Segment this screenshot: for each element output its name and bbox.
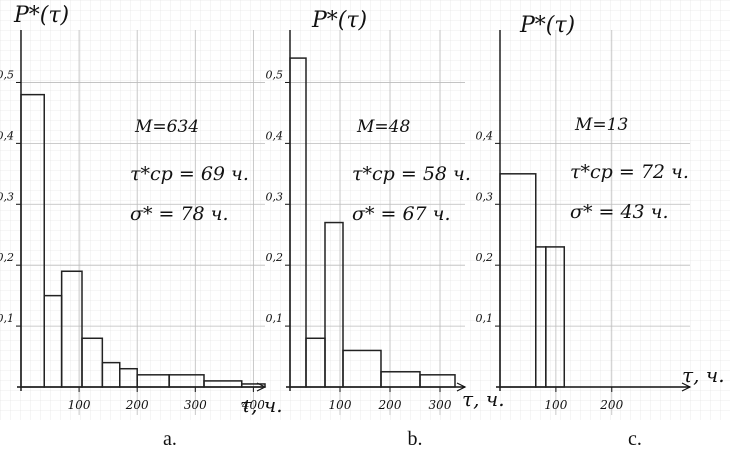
bar	[419, 374, 456, 388]
x-axis-title: τ, ч.	[240, 393, 283, 417]
caption: a.	[163, 428, 177, 450]
y-tick-label: 0,5	[266, 68, 284, 81]
y-tick-label: 0,2	[0, 251, 14, 264]
caption-strip	[0, 420, 730, 462]
y-tick-label: 0,4	[476, 129, 494, 142]
caption: c.	[628, 428, 642, 450]
y-tick-label: 0,4	[0, 129, 14, 142]
x-tick-label: 200	[125, 398, 149, 412]
x-tick-label: 200	[599, 398, 623, 412]
y-tick-label: 0,2	[476, 251, 494, 264]
y-tick-label: 0,1	[476, 312, 494, 325]
y-tick-label: 0,4	[266, 129, 284, 142]
y-axis-title: P*(τ)	[13, 3, 69, 28]
annotation: M=13	[574, 115, 628, 135]
bar	[342, 349, 382, 388]
y-tick-label: 0,3	[0, 190, 14, 203]
x-axis-arrow	[456, 382, 467, 392]
x-tick-label: 100	[329, 398, 352, 412]
x-tick-label: 300	[184, 398, 207, 412]
x-tick-label: 100	[68, 398, 91, 412]
annotation: τ*ср = 58 ч.	[352, 163, 471, 185]
x-axis-arrow	[681, 382, 692, 392]
annotation: σ* = 43 ч.	[570, 201, 669, 223]
y-tick-label: 0,3	[476, 190, 494, 203]
y-axis-title: P*(τ)	[311, 8, 367, 33]
y-tick-label: 0,1	[266, 312, 284, 325]
x-tick-label: 400	[241, 398, 265, 412]
x-tick-label: 300	[429, 398, 452, 412]
x-axis-title: τ, ч.	[462, 387, 505, 411]
y-tick-label: 0,1	[0, 312, 14, 325]
annotation: τ*ср = 72 ч.	[570, 161, 689, 183]
bar	[241, 383, 266, 388]
annotation: σ* = 67 ч.	[352, 203, 451, 225]
y-axis-title: P*(τ)	[519, 13, 575, 38]
x-axis-title: τ, ч.	[682, 363, 725, 387]
bar	[20, 93, 45, 388]
bar	[324, 221, 344, 388]
bar	[545, 246, 566, 388]
x-tick-label: 200	[378, 398, 402, 412]
annotation: M=48	[356, 117, 410, 137]
y-tick-label: 0,5	[0, 68, 14, 81]
annotation: M=634	[134, 117, 199, 137]
annotation: σ* = 78 ч.	[130, 203, 229, 225]
annotation: τ*ср = 69 ч.	[130, 163, 249, 185]
bar	[60, 270, 83, 388]
bar	[289, 57, 307, 388]
y-tick-label: 0,3	[266, 190, 284, 203]
x-tick-label: 100	[544, 398, 567, 412]
y-tick-label: 0,2	[266, 251, 284, 264]
caption: b.	[408, 428, 423, 450]
